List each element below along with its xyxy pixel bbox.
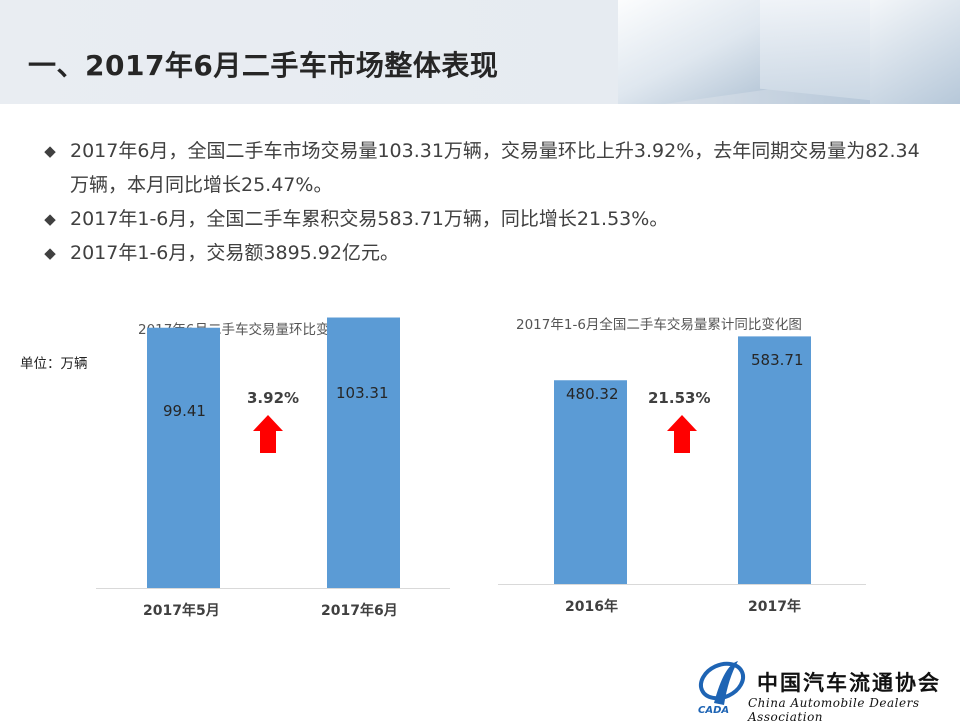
x-tick-label: 2017年 [748, 599, 801, 615]
bar-value-label: 480.32 [566, 385, 619, 403]
logo-abbr: CADA [698, 705, 729, 715]
diamond-bullet-icon: ◆ [44, 244, 56, 262]
up-arrow-icon [253, 415, 283, 453]
logo-name-cn: 中国汽车流通协会 [757, 670, 941, 695]
diamond-bullet-icon: ◆ [44, 142, 56, 160]
x-tick-label: 2016年 [565, 599, 618, 615]
bar [327, 317, 400, 588]
bar [554, 380, 627, 584]
up-arrow-icon [667, 415, 697, 453]
header-cube-image [870, 0, 960, 104]
bullet-text: 2017年6月，全国二手车市场交易量103.31万辆，交易量环比上升3.92%，… [70, 140, 920, 196]
x-tick-label: 2017年6月 [321, 603, 398, 619]
bullet-text: 2017年1-6月，全国二手车累积交易583.71万辆，同比增长21.53%。 [70, 208, 669, 230]
bullet-text: 2017年1-6月，交易额3895.92亿元。 [70, 242, 399, 264]
bullet-item: ◆ 2017年1-6月，全国二手车累积交易583.71万辆，同比增长21.53%… [40, 202, 920, 236]
header-background [0, 0, 620, 104]
chart-title: 2017年1-6月全国二手车交易量累计同比变化图 [516, 317, 802, 333]
page-title: 一、2017年6月二手车市场整体表现 [28, 49, 499, 82]
bar [147, 327, 220, 588]
bar [738, 336, 811, 584]
bar-value-label: 99.41 [163, 402, 206, 420]
bullet-list: ◆ 2017年6月，全国二手车市场交易量103.31万辆，交易量环比上升3.92… [40, 134, 920, 270]
bullet-item: ◆ 2017年6月，全国二手车市场交易量103.31万辆，交易量环比上升3.92… [40, 134, 920, 202]
x-tick-label: 2017年5月 [143, 603, 220, 619]
unit-label: 单位：万辆 [20, 356, 88, 372]
cada-logo-icon: CADA [698, 661, 746, 715]
change-percent-label: 3.92% [247, 389, 300, 407]
change-percent-label: 21.53% [648, 389, 711, 407]
bullet-item: ◆ 2017年1-6月，交易额3895.92亿元。 [40, 236, 920, 270]
bar-value-label: 103.31 [336, 384, 389, 402]
diamond-bullet-icon: ◆ [44, 210, 56, 228]
header-banner: 一、2017年6月二手车市场整体表现 [0, 0, 960, 104]
bar-value-label: 583.71 [751, 351, 804, 369]
